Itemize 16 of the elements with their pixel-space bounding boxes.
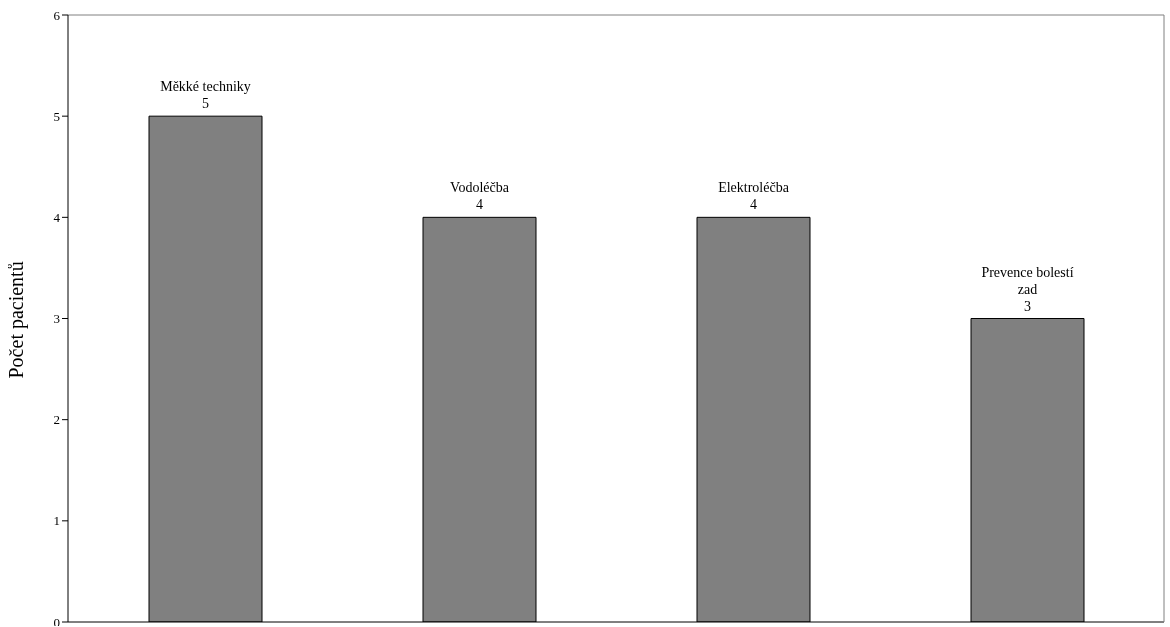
y-tick-label: 2 [53, 412, 60, 428]
y-tick-label: 5 [53, 108, 60, 124]
data-label: 4 [476, 197, 483, 213]
x-tick-label: Prevence bolestí zad [981, 264, 1074, 297]
x-tick-label: Vodoléčba [450, 180, 510, 196]
y-tick-label: 4 [53, 209, 61, 225]
x-tick-label: Měkké techniky [160, 79, 251, 95]
y-axis-title: Počet pacientů [5, 261, 29, 379]
y-tick-label: 0 [53, 614, 60, 627]
data-label: 4 [750, 197, 757, 213]
y-tick-label: 6 [53, 7, 61, 23]
y-tick-label: 1 [53, 513, 60, 529]
y-tick-label: 3 [53, 311, 60, 327]
x-tick-label: Elektroléčba [718, 180, 790, 196]
data-label: 5 [202, 96, 209, 112]
data-label: 3 [1024, 298, 1031, 314]
